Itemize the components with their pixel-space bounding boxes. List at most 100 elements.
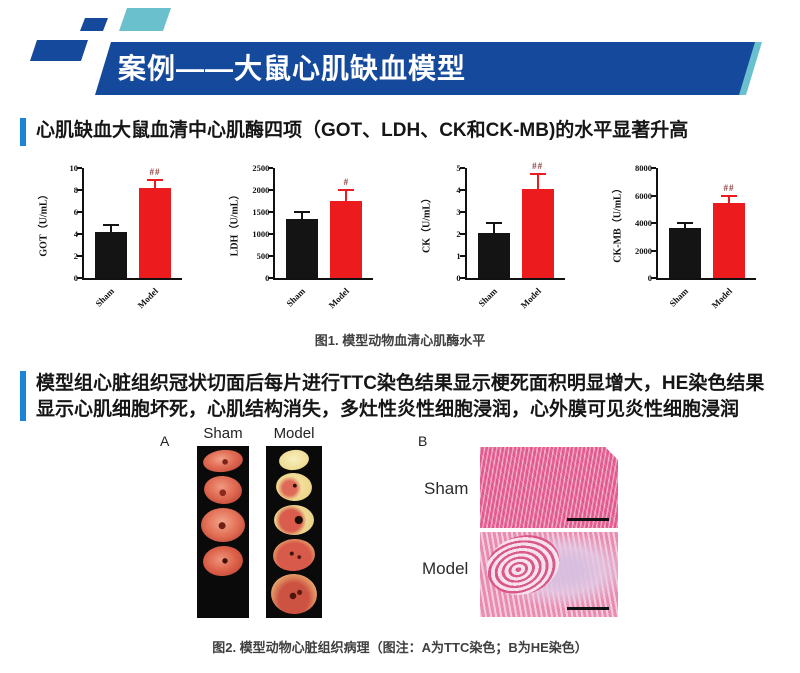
scale-bar bbox=[567, 518, 609, 521]
data-bar bbox=[95, 231, 127, 278]
slide-title: 案例——大鼠心肌缺血模型 bbox=[118, 53, 467, 84]
y-tick-label: 6 bbox=[73, 207, 78, 217]
slide-header: 案例——大鼠心肌缺血模型 bbox=[0, 0, 800, 100]
significance-annotation: ## bbox=[532, 160, 544, 171]
y-axis-tick bbox=[650, 167, 656, 169]
y-axis-tick bbox=[268, 189, 274, 191]
heart-slice-ttc bbox=[202, 544, 244, 578]
y-axis-title: GOT（U/mL） bbox=[38, 189, 50, 257]
figure2-pathology-panels: A Sham Model B Sham Model bbox=[0, 425, 800, 625]
heart-slice-ttc bbox=[271, 536, 317, 573]
y-tick-label: 2 bbox=[73, 251, 78, 261]
y-axis-tick bbox=[459, 211, 465, 213]
he-tissue-swirl bbox=[480, 532, 568, 605]
y-tick-label: 0 bbox=[456, 273, 461, 283]
y-axis-tick bbox=[268, 211, 274, 213]
section-pathology-text: 模型组心脏组织冠状切面后每片进行TTC染色结果显示梗死面积明显增大，HE染色结果… bbox=[36, 371, 764, 423]
charts-row: GOT（U/mL） 0 2 4 6 8 10 Sham ## Model LDH（U/mL） 0 500… bbox=[32, 160, 770, 310]
error-bar-whisker bbox=[110, 225, 112, 232]
he-micrograph-model bbox=[480, 532, 618, 617]
y-axis-tick bbox=[650, 277, 656, 279]
error-bar-whisker bbox=[301, 212, 304, 219]
error-bar-cap bbox=[338, 189, 355, 191]
ttc-strip-sham bbox=[197, 446, 249, 618]
error-bar-whisker bbox=[345, 190, 348, 201]
error-bar-whisker bbox=[683, 223, 686, 228]
y-axis-tick bbox=[459, 255, 465, 257]
y-tick-label: 0 bbox=[73, 273, 78, 283]
heart-slice-ttc bbox=[274, 504, 314, 535]
y-tick-label: 4 bbox=[73, 229, 78, 239]
title-banner bbox=[95, 42, 755, 95]
heart-slice-ttc bbox=[202, 474, 244, 506]
y-axis-tick bbox=[77, 189, 82, 191]
y-axis-tick bbox=[77, 277, 82, 279]
data-bar bbox=[521, 188, 554, 278]
y-tick-label: 6000 bbox=[634, 190, 652, 201]
ttc-column-header-sham: Sham bbox=[203, 425, 243, 442]
ttc-column-header-model: Model bbox=[273, 425, 315, 442]
y-axis-title: LDH（U/mL） bbox=[229, 189, 241, 257]
plot-area: 0 2000 4000 6000 8000 Sham ## Model bbox=[635, 163, 756, 310]
error-bar-cap bbox=[485, 222, 502, 224]
y-axis-tick bbox=[268, 167, 274, 169]
y-tick-label: 500 bbox=[256, 251, 270, 261]
ttc-strip-model bbox=[266, 446, 322, 618]
y-axis-tick bbox=[77, 255, 82, 257]
y-tick-label: 3 bbox=[456, 207, 461, 217]
heart-slice-ttc bbox=[201, 447, 245, 475]
section-serum-heading: 心肌缺血大鼠血清中心肌酶四项（GOT、LDH、CK和CK-MB)的水平显著升高 bbox=[20, 118, 780, 146]
significance-annotation: # bbox=[343, 177, 350, 187]
y-axis-tick bbox=[459, 233, 465, 235]
data-bar bbox=[668, 227, 701, 278]
y-axis-tick bbox=[459, 189, 465, 191]
y-tick-label: 2000 bbox=[252, 185, 270, 195]
plot-area: 0 1 2 3 4 5 Sham ## Model bbox=[456, 161, 565, 310]
heart-slice-ttc bbox=[275, 472, 313, 503]
error-bar-whisker bbox=[536, 173, 539, 189]
significance-annotation: ## bbox=[149, 167, 161, 178]
y-axis-tick bbox=[77, 233, 82, 235]
figure2-caption: 图2. 模型动物心脏组织病理（图注：A为TTC染色；B为HE染色） bbox=[212, 640, 588, 655]
data-bar bbox=[286, 218, 319, 278]
y-tick-label: 1 bbox=[456, 251, 461, 261]
y-axis-tick bbox=[650, 249, 656, 252]
error-bar-whisker bbox=[492, 223, 495, 233]
x-category-label: Sham bbox=[284, 286, 308, 309]
error-bar-cap bbox=[720, 195, 737, 198]
figure1-caption: 图1. 模型动物血清心肌酶水平 bbox=[314, 333, 486, 348]
error-bar-whisker bbox=[727, 196, 730, 204]
y-axis-tick bbox=[77, 211, 82, 213]
x-category-label: Sham bbox=[667, 286, 691, 309]
heart-slice-ttc bbox=[201, 508, 245, 542]
bar-chart: GOT（U/mL） 0 2 4 6 8 10 Sham ## Model bbox=[32, 160, 196, 310]
accent-bar bbox=[20, 371, 26, 421]
y-tick-label: 8000 bbox=[634, 163, 652, 173]
error-bar-cap bbox=[294, 211, 311, 213]
y-tick-label: 2500 bbox=[252, 163, 270, 173]
y-axis-tick bbox=[268, 233, 274, 235]
section-serum-title: 心肌缺血大鼠血清中心肌酶四项（GOT、LDH、CK和CK-MB)的水平显著升高 bbox=[36, 120, 689, 141]
y-axis-tick bbox=[650, 222, 656, 224]
heart-slice-ttc bbox=[269, 572, 319, 616]
x-category-label: Sham bbox=[93, 286, 117, 309]
heart-slice-ttc bbox=[277, 447, 311, 472]
y-axis-tick bbox=[77, 167, 82, 169]
he-row-label-model: Model bbox=[422, 559, 469, 578]
data-bar bbox=[330, 201, 363, 278]
significance-annotation: ## bbox=[723, 183, 735, 194]
y-axis-tick bbox=[650, 194, 656, 197]
y-tick-label: 1000 bbox=[252, 229, 270, 239]
x-category-label: Model bbox=[709, 286, 735, 311]
y-tick-label: 5 bbox=[456, 163, 461, 173]
error-bar-cap bbox=[147, 179, 163, 182]
y-axis-tick bbox=[459, 277, 465, 279]
decorative-parallelogram-teal bbox=[119, 8, 171, 31]
y-axis-tick bbox=[459, 167, 465, 169]
he-micrograph-sham bbox=[480, 447, 618, 528]
error-bar-cap bbox=[676, 222, 693, 225]
x-category-label: Model bbox=[135, 286, 161, 311]
heart-slice-ttc bbox=[200, 578, 245, 616]
y-tick-label: 0 bbox=[265, 273, 270, 283]
decorative-parallelogram-blue-left bbox=[30, 40, 88, 61]
